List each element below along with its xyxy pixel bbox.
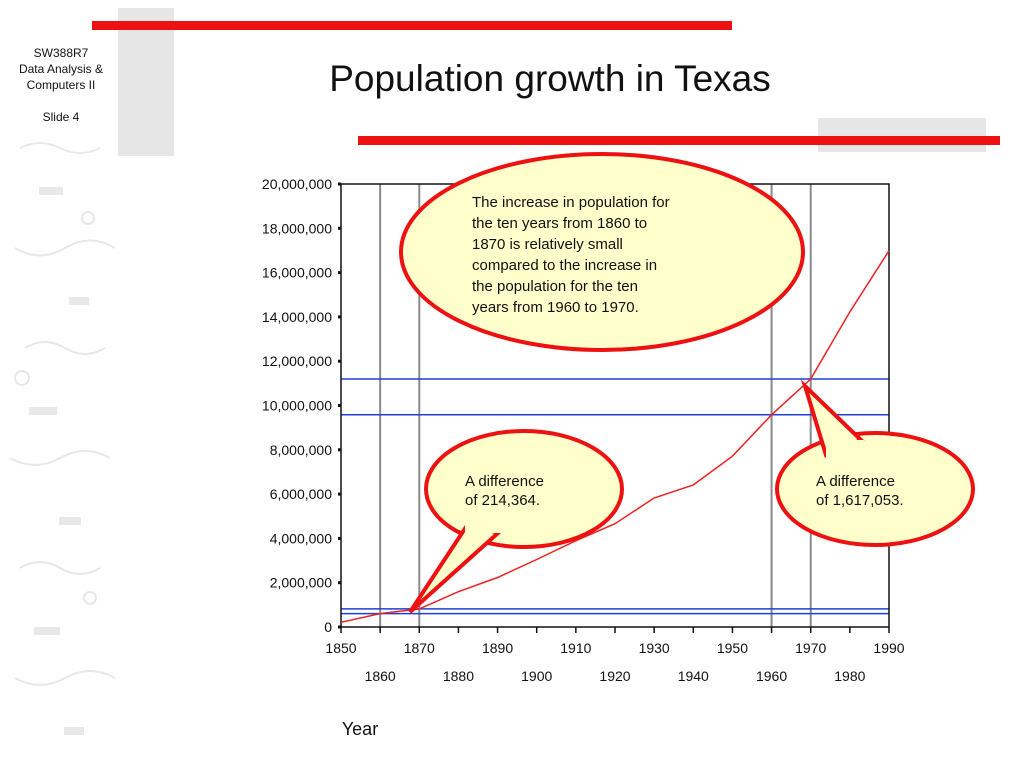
callout-right-text: A difference of 1,617,053. — [816, 473, 904, 509]
x-tick-label: 1880 — [443, 668, 474, 684]
callout-left-text: A difference of 214,364. — [465, 473, 548, 509]
x-tick-label: 1910 — [560, 640, 591, 656]
decor-red-bar-bottom — [358, 136, 1000, 145]
population-series-line — [340, 250, 890, 624]
x-axis-label: Year — [342, 719, 378, 739]
decor-grey-vertical-bar — [118, 8, 174, 156]
x-tick-label: 1900 — [521, 668, 552, 684]
y-tick-label: 2,000,000 — [270, 575, 332, 591]
x-tick-label: 1940 — [678, 668, 709, 684]
decor-red-bar-top — [92, 21, 732, 30]
x-tick-label: 1930 — [639, 640, 670, 656]
course-info: SW388R7 Data Analysis & Computers II Sli… — [0, 45, 122, 125]
y-tick-label: 14,000,000 — [262, 309, 332, 325]
x-tick-label: 1860 — [365, 668, 396, 684]
x-tick-label: 1870 — [404, 640, 435, 656]
x-tick-label: 1990 — [873, 640, 904, 656]
callout-main-bubble — [399, 152, 805, 352]
x-tick-label: 1890 — [482, 640, 513, 656]
callout-right: A difference of 1,617,053. — [775, 379, 975, 547]
y-tick-label: 12,000,000 — [262, 353, 332, 369]
slide-number: Slide 4 — [42, 110, 80, 124]
x-tick-label: 1920 — [599, 668, 630, 684]
callout-left-pointer — [408, 521, 502, 614]
callout-main-text: The increase in population for the ten y… — [472, 194, 674, 316]
course-name-line-1: Data Analysis & — [18, 62, 104, 76]
x-tick-label: 1980 — [834, 668, 865, 684]
course-code: SW388R7 — [33, 46, 89, 60]
slide-title: Population growth in Texas — [329, 58, 771, 99]
decor-grey-block-right — [818, 118, 986, 152]
y-tick-label: 20,000,000 — [262, 176, 332, 192]
y-tick-label: 4,000,000 — [270, 530, 332, 546]
x-tick-label: 1950 — [717, 640, 748, 656]
y-tick-label: 18,000,000 — [262, 220, 332, 236]
x-tick-label: 1970 — [795, 640, 826, 656]
x-tick-label: 1960 — [756, 668, 787, 684]
decor-formula-watermark — [9, 142, 116, 735]
course-name-line-2: Computers II — [26, 78, 96, 92]
y-tick-label: 6,000,000 — [270, 486, 332, 502]
callout-main: The increase in population for the ten y… — [399, 152, 805, 352]
y-tick-label: 0 — [324, 619, 332, 635]
callout-right-bubble — [775, 431, 975, 547]
y-tick-label: 10,000,000 — [262, 398, 332, 414]
y-tick-label: 8,000,000 — [270, 442, 332, 458]
callout-left: A difference of 214,364. — [408, 429, 624, 614]
x-tick-label: 1850 — [325, 640, 356, 656]
y-tick-label: 16,000,000 — [262, 265, 332, 281]
